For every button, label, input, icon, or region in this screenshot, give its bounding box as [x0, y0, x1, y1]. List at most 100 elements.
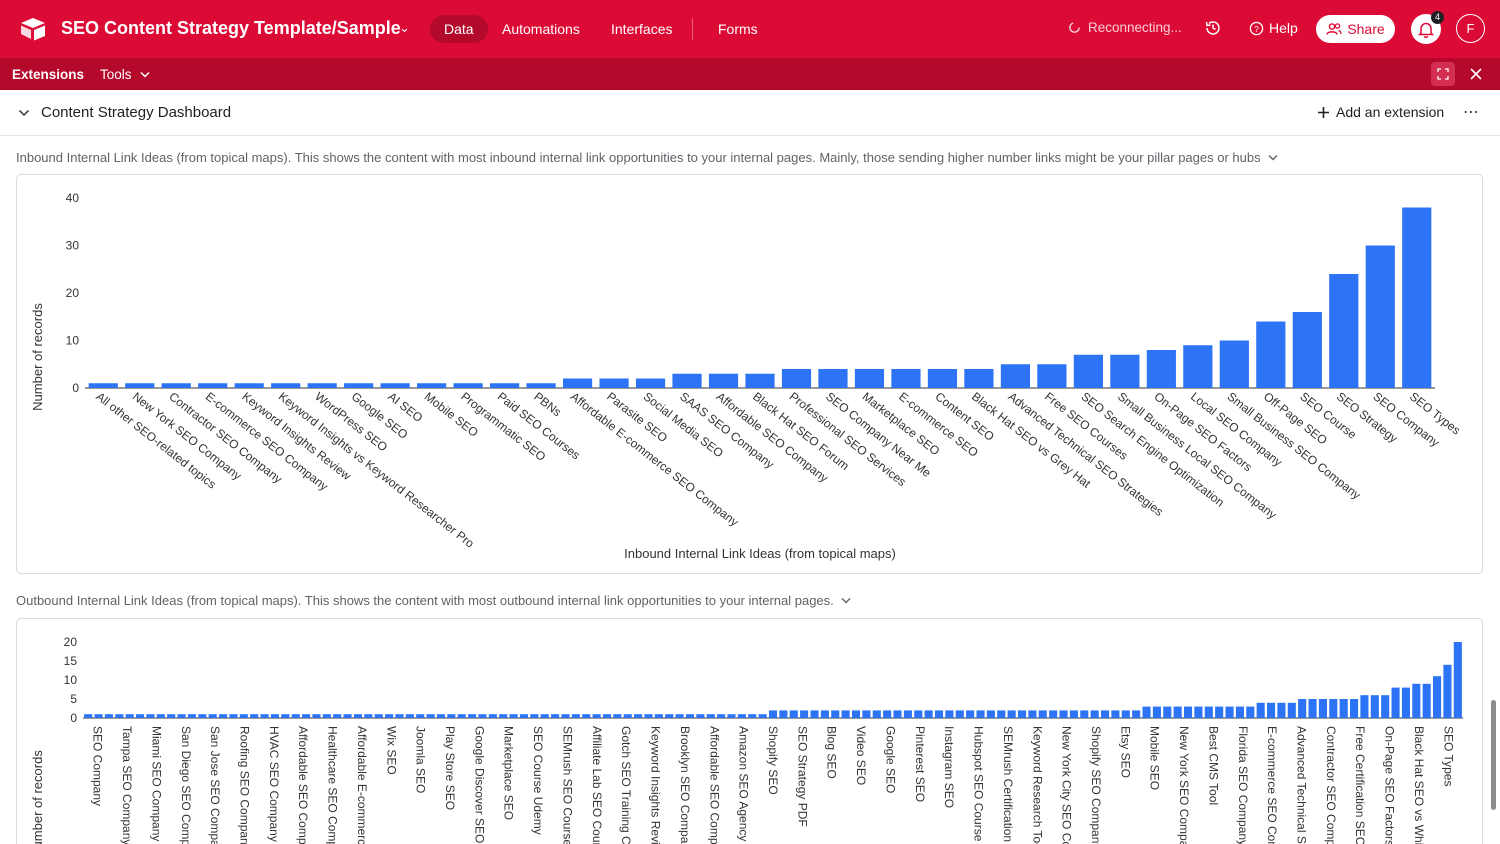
bar[interactable]	[260, 714, 269, 718]
bar[interactable]	[307, 383, 337, 388]
bar[interactable]	[84, 714, 93, 718]
bar[interactable]	[395, 714, 404, 718]
bar[interactable]	[955, 710, 964, 718]
bar[interactable]	[1111, 710, 1120, 718]
bar[interactable]	[696, 714, 705, 718]
extensions-label[interactable]: Extensions	[12, 67, 85, 82]
bar[interactable]	[644, 714, 653, 718]
bar[interactable]	[779, 710, 788, 718]
bar[interactable]	[862, 710, 871, 718]
bar[interactable]	[745, 373, 775, 388]
bar[interactable]	[229, 714, 238, 718]
bar[interactable]	[1370, 695, 1379, 718]
bar[interactable]	[187, 714, 196, 718]
scrollbar-thumb[interactable]	[1491, 700, 1496, 810]
bar[interactable]	[1318, 699, 1327, 718]
bar[interactable]	[136, 714, 145, 718]
bar[interactable]	[1381, 695, 1390, 718]
bar[interactable]	[526, 383, 556, 388]
bar[interactable]	[708, 373, 739, 388]
bar[interactable]	[872, 710, 881, 718]
help-button[interactable]: ? Help	[1249, 20, 1298, 36]
bar[interactable]	[167, 714, 176, 718]
bar[interactable]	[1453, 642, 1462, 718]
bar[interactable]	[551, 714, 560, 718]
bar[interactable]	[727, 714, 736, 718]
bar[interactable]	[1391, 687, 1400, 718]
bar[interactable]	[447, 714, 456, 718]
inbound-chart-description[interactable]: Inbound Internal Link Ideas (from topica…	[16, 150, 1278, 165]
bar[interactable]	[333, 714, 342, 718]
bar[interactable]	[1287, 702, 1296, 718]
bar[interactable]	[94, 714, 103, 718]
bar[interactable]	[488, 714, 497, 718]
chevron-down-icon[interactable]	[18, 107, 30, 119]
bar[interactable]	[426, 714, 435, 718]
bar[interactable]	[831, 710, 840, 718]
bar[interactable]	[1360, 695, 1369, 718]
avatar[interactable]: F	[1456, 14, 1485, 43]
bar[interactable]	[1329, 699, 1338, 718]
bar[interactable]	[934, 710, 944, 718]
bar[interactable]	[1266, 702, 1276, 718]
bar[interactable]	[146, 714, 155, 718]
bar[interactable]	[1194, 706, 1203, 718]
bar[interactable]	[125, 383, 155, 388]
nav-tab-data[interactable]: Data	[430, 15, 488, 43]
bar[interactable]	[385, 714, 394, 718]
bar[interactable]	[1146, 350, 1176, 388]
bar[interactable]	[924, 710, 933, 718]
share-button[interactable]: Share	[1316, 15, 1395, 43]
bar[interactable]	[1401, 687, 1410, 718]
bar[interactable]	[478, 714, 487, 718]
bar[interactable]	[1080, 710, 1089, 718]
bar[interactable]	[891, 369, 921, 388]
outbound-links-chart[interactable]: 0 5 10 15 20 SEO Company Tampa SEO Company Miam…	[16, 618, 1483, 844]
bar[interactable]	[353, 714, 363, 718]
history-icon[interactable]	[1204, 19, 1222, 37]
bar[interactable]	[1059, 710, 1068, 718]
bar[interactable]	[1038, 710, 1047, 718]
bar[interactable]	[125, 714, 134, 718]
bar[interactable]	[364, 714, 373, 718]
bar[interactable]	[417, 383, 447, 388]
bar[interactable]	[540, 714, 549, 718]
bar[interactable]	[374, 714, 383, 718]
bar[interactable]	[88, 383, 118, 388]
bar[interactable]	[1308, 699, 1317, 718]
bar[interactable]	[1246, 706, 1255, 718]
bar[interactable]	[343, 714, 352, 718]
bar[interactable]	[665, 714, 674, 718]
bar[interactable]	[1298, 699, 1307, 718]
bar[interactable]	[883, 710, 892, 718]
bar[interactable]	[851, 710, 861, 718]
bar[interactable]	[758, 714, 767, 718]
bar[interactable]	[1132, 710, 1141, 718]
bar[interactable]	[436, 714, 446, 718]
bar[interactable]	[997, 710, 1006, 718]
bar[interactable]	[1204, 706, 1213, 718]
bar[interactable]	[706, 714, 715, 718]
fullscreen-button[interactable]	[1431, 62, 1455, 86]
bar[interactable]	[104, 714, 113, 718]
bar[interactable]	[893, 710, 902, 718]
bar[interactable]	[1329, 274, 1359, 388]
bar[interactable]	[250, 714, 259, 718]
bar[interactable]	[1007, 710, 1016, 718]
bar[interactable]	[599, 378, 629, 389]
bar[interactable]	[1163, 706, 1172, 718]
bar[interactable]	[927, 369, 958, 388]
bar[interactable]	[561, 714, 570, 718]
bar[interactable]	[592, 714, 601, 718]
bar[interactable]	[582, 714, 591, 718]
base-name[interactable]: SEO Content Strategy Template/Sample	[61, 18, 401, 38]
bar[interactable]	[1443, 664, 1452, 718]
bar[interactable]	[115, 714, 124, 718]
bar[interactable]	[1365, 245, 1395, 389]
bar[interactable]	[1152, 706, 1161, 718]
close-button[interactable]	[1466, 64, 1486, 84]
bar[interactable]	[271, 383, 301, 388]
bar[interactable]	[1292, 312, 1322, 388]
bar[interactable]	[208, 714, 217, 718]
bar[interactable]	[1073, 354, 1103, 388]
